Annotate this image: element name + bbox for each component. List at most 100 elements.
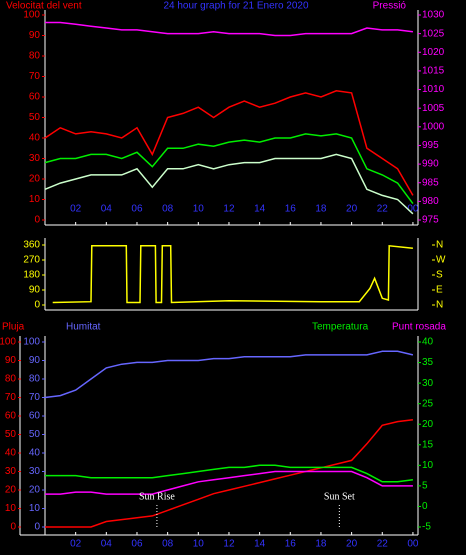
y-tick-label: 30 <box>422 378 434 389</box>
x-tick-label: 00 <box>407 204 419 215</box>
y-tick-label: 35 <box>422 357 434 368</box>
x-tick-label: 10 <box>193 204 205 215</box>
y-tick-label: 975 <box>422 215 439 226</box>
x-tick-label: 22 <box>377 539 389 550</box>
y-tick-label: 25 <box>422 398 434 409</box>
y-tick-label: 50 <box>5 429 17 440</box>
y-tick-label: 100 <box>23 337 40 348</box>
x-tick-label: 06 <box>131 204 143 215</box>
x-tick-label: 22 <box>377 204 389 215</box>
y-tick-label: E <box>436 285 443 296</box>
y-tick-label: 40 <box>29 133 41 144</box>
y-tick-label: 60 <box>5 411 17 422</box>
y-tick-label: 0 <box>422 501 428 512</box>
y-tick-label: 1005 <box>422 103 445 114</box>
y-tick-label: 80 <box>29 51 41 62</box>
y-tick-label: 0 <box>34 215 40 226</box>
y-tick-label: 40 <box>29 448 41 459</box>
y-tick-label: 1020 <box>422 47 445 58</box>
annotation: Sun Rise <box>139 491 175 502</box>
y-tick-label: 100 <box>0 337 16 348</box>
y-tick-label: 90 <box>29 285 41 296</box>
y-tick-label: 1025 <box>422 28 445 39</box>
y-tick-label: S <box>436 270 443 281</box>
y-tick-label: 360 <box>23 240 40 251</box>
axis-title: Pressió <box>373 1 407 12</box>
series-line <box>44 350 414 399</box>
x-tick-label: 14 <box>254 539 266 550</box>
x-tick-label: 20 <box>346 539 358 550</box>
chart-title: 24 hour graph for 21 Enero 2020 <box>163 1 309 12</box>
x-tick-label: 16 <box>285 539 297 550</box>
x-tick-label: 14 <box>254 204 266 215</box>
y-tick-label: 1030 <box>422 10 445 21</box>
y-tick-label: 30 <box>29 466 41 477</box>
y-tick-label: 40 <box>422 337 434 348</box>
y-tick-label: 270 <box>23 255 40 266</box>
y-tick-label: 70 <box>29 392 41 403</box>
y-tick-label: 90 <box>29 30 41 41</box>
axis-title: Pluja <box>2 322 25 333</box>
y-tick-label: N <box>436 240 443 251</box>
y-tick-label: 10 <box>29 503 41 514</box>
y-tick-label: 70 <box>5 392 17 403</box>
y-tick-label: 1015 <box>422 66 445 77</box>
y-tick-label: 985 <box>422 177 439 188</box>
x-tick-label: 10 <box>193 539 205 550</box>
y-tick-label: 20 <box>422 419 434 430</box>
y-tick-label: 40 <box>5 448 17 459</box>
y-tick-label: 20 <box>29 485 41 496</box>
x-tick-label: 20 <box>346 204 358 215</box>
annotation: Sun Set <box>324 491 355 502</box>
y-tick-label: 0 <box>34 300 40 311</box>
y-tick-label: 0 <box>10 522 16 533</box>
axis-title: Velocitat del vent <box>6 1 82 12</box>
y-tick-label: 80 <box>29 374 41 385</box>
series-line <box>44 153 414 215</box>
y-tick-label: 30 <box>29 153 41 164</box>
x-tick-label: 18 <box>315 539 327 550</box>
y-tick-label: 30 <box>5 466 17 477</box>
x-tick-label: 08 <box>162 539 174 550</box>
x-tick-label: 02 <box>70 539 82 550</box>
y-tick-label: 80 <box>5 374 17 385</box>
y-tick-label: N <box>436 300 443 311</box>
y-tick-label: 70 <box>29 71 41 82</box>
y-tick-label: 995 <box>422 140 439 151</box>
y-tick-label: 1000 <box>422 121 445 132</box>
x-tick-label: 08 <box>162 204 174 215</box>
y-tick-label: 90 <box>5 355 17 366</box>
series-line <box>52 244 413 304</box>
y-tick-label: 15 <box>422 439 434 450</box>
y-tick-label: 60 <box>29 92 41 103</box>
y-tick-label: 180 <box>23 270 40 281</box>
x-tick-label: 18 <box>315 204 327 215</box>
series-line <box>45 21 413 37</box>
x-tick-label: 04 <box>101 204 113 215</box>
y-tick-label: -5 <box>422 522 431 533</box>
series-line <box>45 464 414 483</box>
x-tick-label: 02 <box>70 204 82 215</box>
y-tick-label: 10 <box>5 503 17 514</box>
series-line <box>44 90 414 196</box>
y-tick-label: 0 <box>34 522 40 533</box>
y-tick-label: 100 <box>23 10 40 21</box>
y-tick-label: 5 <box>422 481 428 492</box>
y-tick-label: 60 <box>29 411 41 422</box>
y-tick-label: 20 <box>29 174 41 185</box>
series-line <box>44 133 414 205</box>
y-tick-label: 10 <box>29 194 41 205</box>
x-tick-label: 04 <box>101 539 113 550</box>
y-tick-label: 20 <box>5 485 17 496</box>
axis-title: Humitat <box>66 322 101 333</box>
x-tick-label: 00 <box>407 539 419 550</box>
y-tick-label: 990 <box>422 159 439 170</box>
y-tick-label: 90 <box>29 355 41 366</box>
x-tick-label: 12 <box>223 539 235 550</box>
series-line <box>45 418 413 528</box>
series-line <box>45 470 413 495</box>
y-tick-label: 1010 <box>422 84 445 95</box>
y-tick-label: 980 <box>422 196 439 207</box>
